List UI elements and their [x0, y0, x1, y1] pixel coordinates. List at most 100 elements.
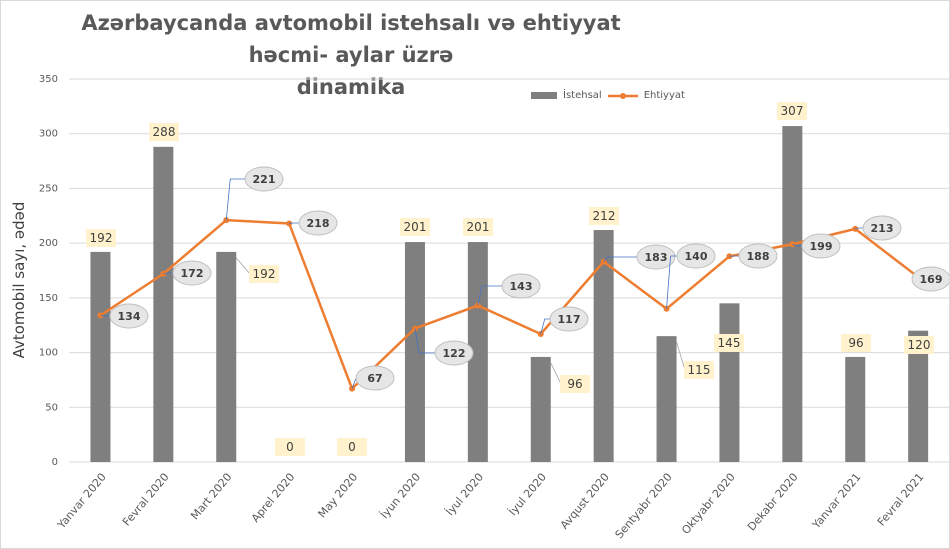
x-tick-label: Dekabr 2020: [745, 471, 801, 534]
bar-data-label: 0: [286, 440, 294, 454]
x-tick-label: Mart 2020: [188, 471, 234, 523]
line-data-label: 143: [510, 280, 533, 293]
bar: [467, 242, 488, 462]
legend: İstehsal Ehtiyyat: [531, 90, 685, 101]
y-tick-label: 300: [39, 129, 58, 140]
bar-data-label: 201: [467, 220, 490, 234]
leader-line: [676, 342, 686, 371]
bar-data-label: 120: [908, 338, 931, 352]
bar-data-label: 201: [404, 220, 427, 234]
x-tick-label: Fevral 2020: [120, 471, 172, 529]
bar: [530, 356, 551, 462]
x-tick-label: Yanvar 2021: [809, 471, 863, 532]
bar-data-label: 192: [253, 267, 276, 281]
x-tick-label: Aprel 2020: [249, 471, 298, 525]
y-tick-label: 250: [39, 183, 58, 194]
leader-line: [235, 257, 251, 275]
x-tick-label: Fevral 2021: [875, 471, 927, 529]
line-data-label-bg: [298, 210, 338, 236]
leader-line: [603, 256, 638, 263]
bar: [90, 251, 111, 462]
bar-data-label-bg: [400, 218, 430, 236]
line-data-label: 183: [645, 251, 668, 264]
leader-line: [550, 362, 562, 385]
leader-line: [540, 318, 551, 335]
bar-data-label-bg: [249, 265, 279, 283]
leader-line: [414, 328, 436, 354]
bar-data-label-bg: [560, 375, 590, 393]
x-tick-label: May 2020: [316, 471, 361, 521]
leader-line: [666, 255, 678, 309]
line-data-label-bg: [801, 233, 841, 259]
line-data-label: 134: [118, 310, 141, 323]
bar: [845, 356, 866, 462]
leader-line: [855, 227, 864, 230]
line-data-label: 188: [747, 250, 770, 263]
line-data-label-bg: [738, 243, 778, 269]
bar-data-label-bg: [337, 438, 367, 456]
legend-swatch-line: [607, 92, 638, 99]
line-data-label-bg: [911, 266, 949, 292]
line-data-label: 122: [443, 347, 466, 360]
bar: [404, 242, 425, 462]
line-data-label: 169: [920, 273, 943, 286]
line-data-label-bg: [676, 243, 716, 269]
leader-line: [163, 272, 174, 275]
line-data-label-bg: [501, 273, 541, 299]
title-line: Azərbaycanda avtomobil istehsalı və ehti…: [81, 11, 621, 67]
bar-data-label-bg: [86, 229, 116, 247]
bar-data-label: 145: [718, 336, 741, 350]
leader-line: [792, 243, 803, 247]
line-data-label-bg: [244, 166, 284, 192]
bar-data-label-bg: [463, 218, 493, 236]
bar-data-label: 192: [90, 231, 113, 245]
line-data-label: 117: [558, 313, 581, 326]
line-data-label: 199: [810, 240, 833, 253]
bar-data-label-bg: [275, 438, 305, 456]
line-data-label: 218: [307, 217, 330, 230]
y-tick-label: 0: [52, 457, 58, 468]
bar: [719, 303, 740, 462]
bar-data-label-bg: [777, 102, 807, 120]
bar: [153, 146, 174, 463]
bar-data-label-bg: [841, 334, 871, 352]
line-data-label-bg: [862, 215, 902, 241]
bar-data-label: 96: [567, 377, 582, 391]
leader-line: [477, 285, 503, 306]
x-tick-label: Oktyabr 2020: [679, 471, 738, 537]
x-tick-label: Avqust 2020: [558, 471, 612, 532]
legend-swatch-bar: [531, 92, 557, 99]
line-data-label-bg: [434, 340, 474, 366]
x-tick-label: Sentyabr 2020: [613, 471, 675, 542]
bar: [656, 336, 677, 462]
line-series: [99, 218, 919, 391]
line-data-label-bg: [636, 244, 676, 270]
line-data-label: 172: [181, 267, 204, 280]
bar: [593, 230, 614, 462]
bar-data-label-bg: [589, 207, 619, 225]
line-data-label: 140: [685, 250, 708, 263]
y-tick-label: 100: [39, 348, 58, 359]
x-tick-label: İyun 2020: [378, 471, 423, 522]
bar-data-label-bg: [149, 123, 179, 141]
line-data-label-bg: [549, 306, 589, 332]
line-data-label: 221: [253, 173, 276, 186]
bar: [216, 251, 237, 462]
line-data-label-bg: [355, 365, 395, 391]
bar: [908, 330, 929, 462]
line-data-label: 213: [871, 222, 894, 235]
bar-data-label: 288: [153, 125, 176, 139]
bar-data-label: 0: [348, 440, 356, 454]
bar: [782, 126, 803, 462]
line-data-label-bg: [172, 260, 212, 286]
bar-data-label: 115: [688, 363, 711, 377]
chart-title: Azərbaycanda avtomobil istehsalı və ehti…: [41, 7, 661, 103]
bar-data-label-bg: [714, 334, 744, 352]
line-data-label-bg: [109, 303, 149, 329]
x-tick-label: İyul 2020: [506, 471, 549, 519]
bar-data-label: 307: [781, 104, 804, 118]
bar-data-label-bg: [684, 361, 714, 379]
bar-data-label: 212: [593, 209, 616, 223]
